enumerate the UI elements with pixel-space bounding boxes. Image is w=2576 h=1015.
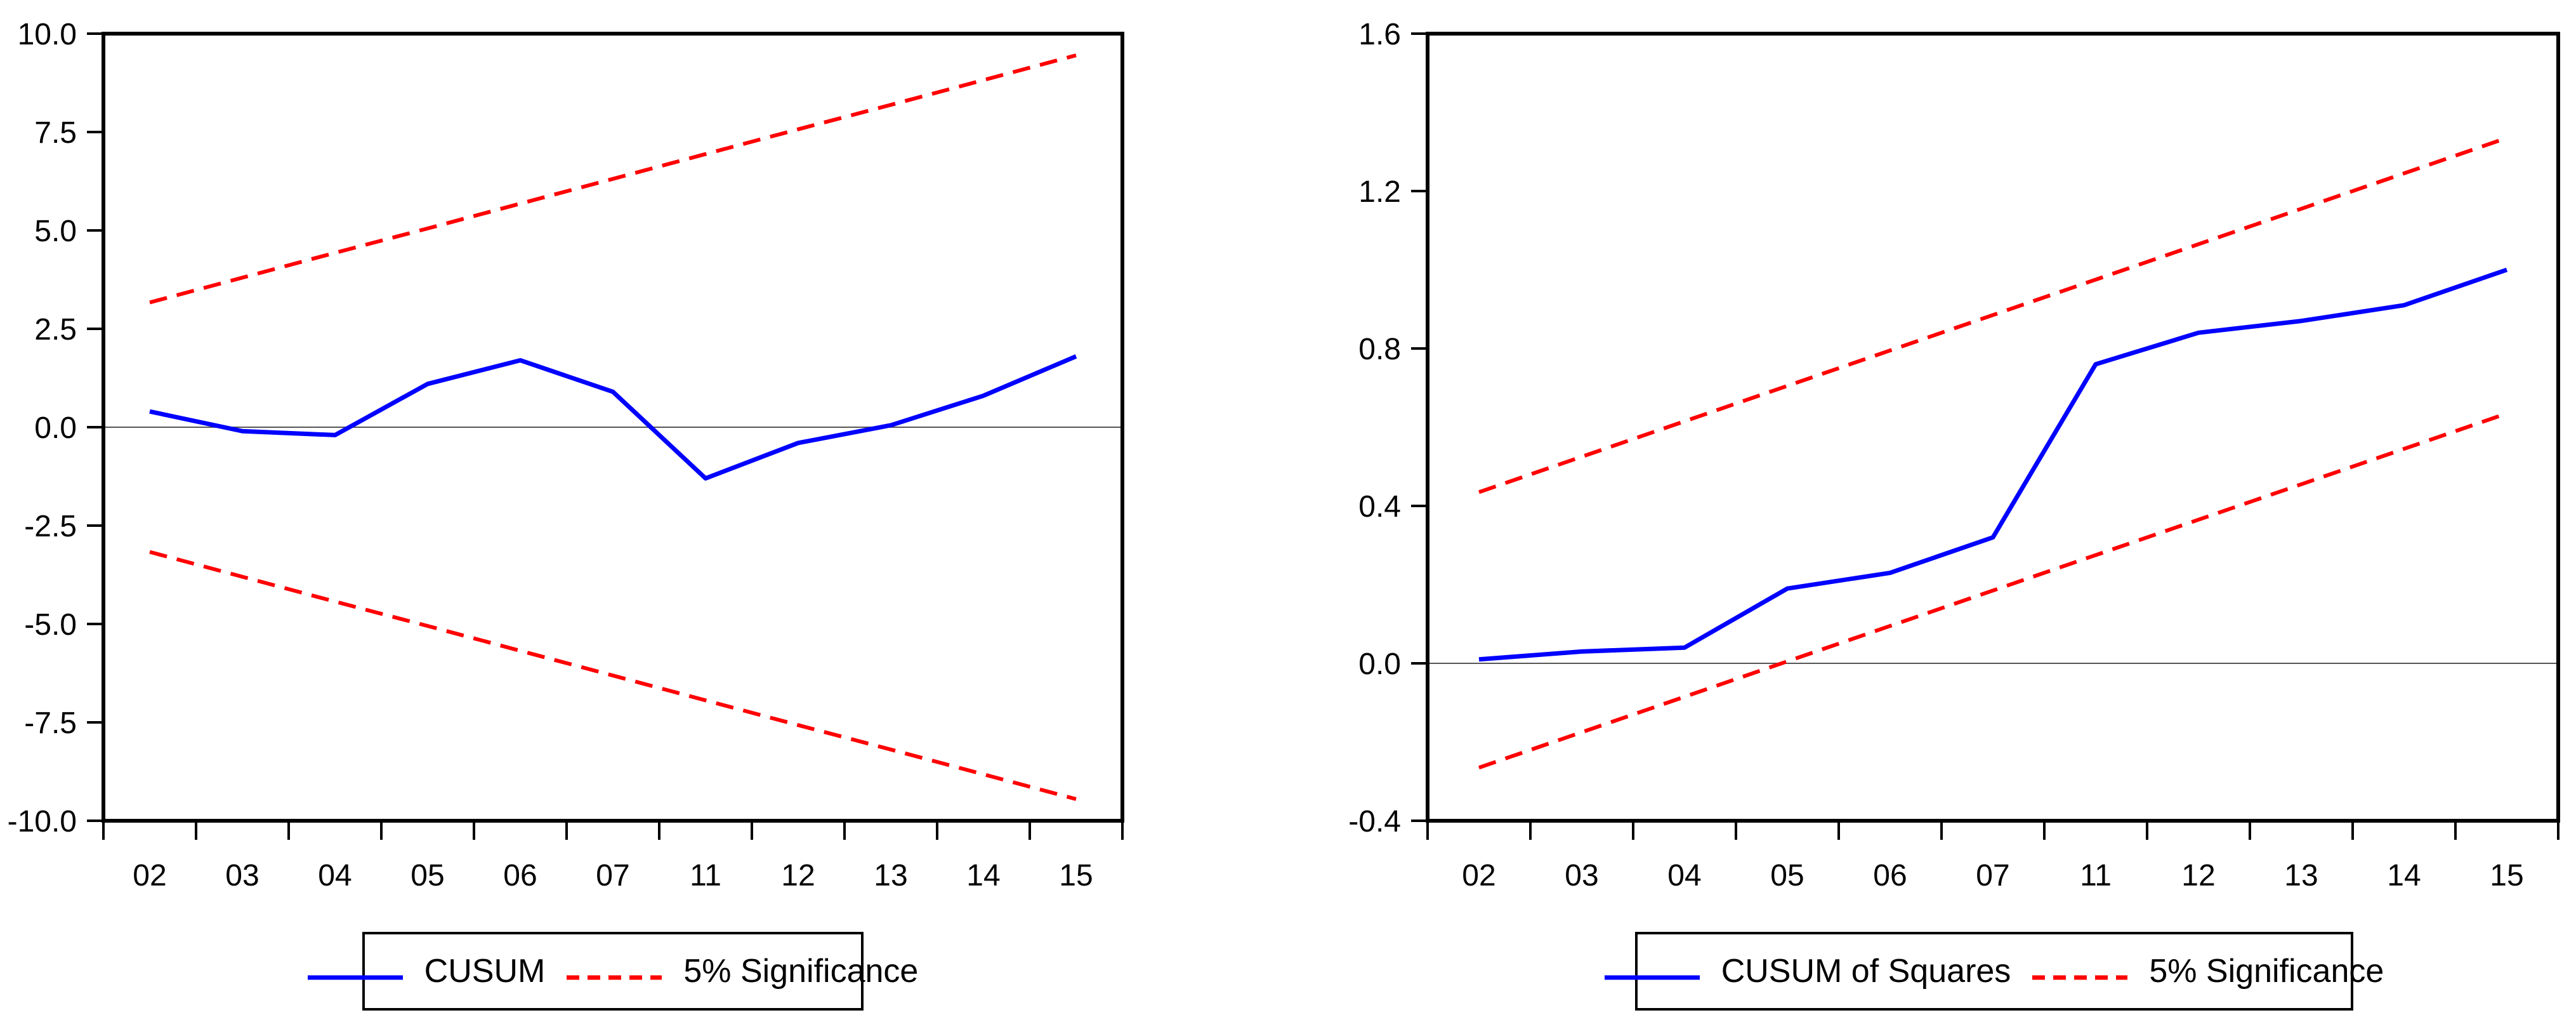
cusum-legend: CUSUM 5% Significance <box>307 932 918 1011</box>
significance-legend-label: 5% Significance <box>683 953 919 990</box>
x-tick-label: 03 <box>225 859 259 892</box>
x-tick-label: 03 <box>1565 859 1598 892</box>
x-tick-label: 04 <box>1667 859 1701 892</box>
y-tick-label: -7.5 <box>24 707 77 740</box>
x-tick-label: 12 <box>2181 859 2215 892</box>
y-tick-label: 1.2 <box>1358 175 1401 209</box>
cusum-line-swatch <box>307 952 403 990</box>
x-tick-label: 13 <box>2284 859 2318 892</box>
significance-line-right <box>1478 136 2507 494</box>
x-tick-label: 12 <box>781 859 815 892</box>
x-tick-label: 06 <box>503 859 537 892</box>
y-tick-label: 0.0 <box>1358 647 1401 681</box>
x-tick-label: 13 <box>874 859 907 892</box>
y-tick-label: 1.6 <box>1358 18 1401 51</box>
y-tick-label: -2.5 <box>24 510 77 543</box>
plot-frame <box>1426 32 2560 823</box>
x-tick-label: 14 <box>2387 859 2421 892</box>
x-tick-label: 02 <box>1462 859 1495 892</box>
x-tick-label: 15 <box>1059 859 1093 892</box>
x-tick-label: 15 <box>2490 859 2523 892</box>
y-tick-label: 2.5 <box>34 313 77 347</box>
y-tick-label: 0.8 <box>1358 333 1401 366</box>
x-tick-label: 07 <box>1976 859 2009 892</box>
significance-line-left <box>149 550 1077 801</box>
y-tick-label: -0.4 <box>1348 805 1401 839</box>
significance-line-left <box>149 53 1077 305</box>
x-tick-label: 04 <box>318 859 352 892</box>
y-tick-label: 0.0 <box>34 411 77 445</box>
x-tick-label: 06 <box>1873 859 1907 892</box>
series-line-right <box>1478 267 2508 662</box>
significance-line-swatch-2 <box>2032 952 2128 990</box>
cusumsq-line-swatch <box>1604 952 1700 990</box>
significance-line-right <box>1478 411 2507 770</box>
significance-legend-label-2: 5% Significance <box>2149 953 2384 990</box>
x-tick-label: 11 <box>690 859 721 892</box>
x-tick-label: 05 <box>1770 859 1804 892</box>
y-tick-label: -10.0 <box>8 805 77 839</box>
y-tick-label: -5.0 <box>24 608 77 642</box>
y-tick-label: 0.4 <box>1358 490 1401 524</box>
cusum-legend-label: CUSUM <box>424 953 546 990</box>
significance-line-swatch <box>567 952 662 990</box>
y-tick-label: 5.0 <box>34 215 77 248</box>
x-tick-label: 14 <box>966 859 1000 892</box>
y-tick-label: 10.0 <box>18 18 77 51</box>
series-line-left <box>149 354 1077 481</box>
cusumsq-legend: CUSUM of Squares 5% Significance <box>1604 932 2384 1011</box>
x-tick-label: 02 <box>133 859 166 892</box>
x-tick-label: 05 <box>411 859 444 892</box>
cusumsq-legend-label: CUSUM of Squares <box>1721 953 2011 990</box>
x-tick-label: 11 <box>2080 859 2112 892</box>
x-tick-label: 07 <box>596 859 629 892</box>
y-tick-label: 7.5 <box>34 116 77 150</box>
